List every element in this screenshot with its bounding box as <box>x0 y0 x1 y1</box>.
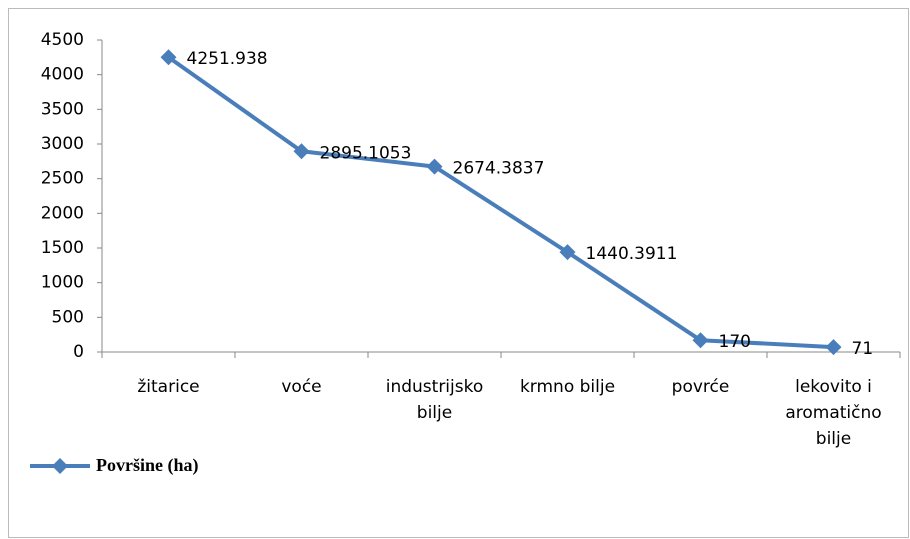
y-tick-label: 4000 <box>41 65 84 85</box>
y-tick-label: 1000 <box>41 273 84 293</box>
y-tick-label: 4500 <box>41 30 84 50</box>
x-tick-label: industrijsko bilje <box>386 377 484 423</box>
data-point <box>559 244 576 261</box>
y-tick-label: 0 <box>73 342 84 362</box>
x-tick-label: krmno bilje <box>520 377 615 397</box>
data-label: 2674.3837 <box>453 159 545 179</box>
y-tick-label: 3500 <box>41 99 84 119</box>
x-tick-label: lekovito i aromatično bilje <box>785 377 881 449</box>
y-tick-label: 500 <box>52 307 84 327</box>
data-point <box>293 143 310 160</box>
x-tick-label: povrće <box>672 377 730 397</box>
y-tick-label: 1500 <box>41 238 84 258</box>
legend-label: Površine (ha) <box>96 455 199 476</box>
y-tick-label: 2500 <box>41 169 84 189</box>
data-point <box>692 332 709 349</box>
series-line <box>167 55 834 350</box>
y-tick-label: 3000 <box>41 134 84 154</box>
data-point <box>426 158 443 175</box>
legend-marker <box>52 458 68 474</box>
x-tick-label: žitarice <box>137 377 199 397</box>
data-label: 170 <box>719 332 751 352</box>
data-point <box>825 339 842 356</box>
x-tick-label: voće <box>281 377 321 397</box>
y-tick-label: 2000 <box>41 203 84 223</box>
data-label: 1440.3911 <box>586 244 678 264</box>
data-label: 71 <box>852 339 874 359</box>
data-point <box>160 49 177 66</box>
data-label: 4251.938 <box>187 49 268 69</box>
data-label: 2895.1053 <box>320 143 412 163</box>
chart-frame <box>8 8 909 538</box>
